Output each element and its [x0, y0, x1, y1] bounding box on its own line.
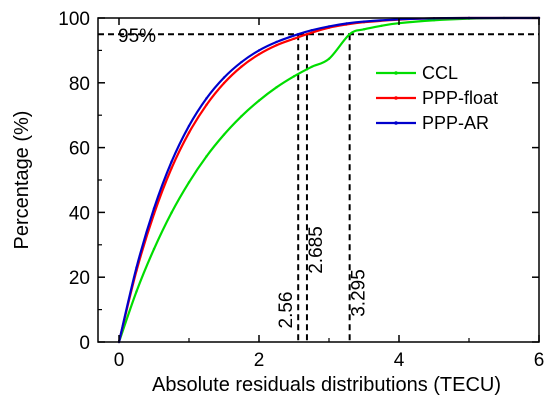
point-ppp-float-3: [170, 167, 173, 170]
point-ccl-10: [292, 75, 296, 78]
annotations-layer: 95% 2.56 2.685 3.295: [98, 26, 539, 342]
y-axis-title: Percentage (%): [11, 111, 33, 250]
point-ppp-ar-9: [275, 40, 278, 44]
point-ccl-4: [187, 181, 191, 184]
point-ccl-8: [257, 99, 261, 102]
y-tick-label-4: 80: [69, 74, 90, 95]
point-ppp-ar-1: [135, 266, 138, 269]
y-tick-label-0: 0: [79, 333, 90, 354]
x-tick-label-2: 4: [394, 350, 405, 371]
y-tick-label-1: 20: [69, 268, 90, 289]
x-tick-label-3: 6: [534, 350, 545, 371]
point-ppp-ar-4: [187, 124, 191, 128]
point-ppp-float-4: [187, 131, 191, 134]
legend-marker-ppp-ar: [394, 121, 398, 125]
point-ppp-float-9: [275, 44, 278, 47]
threshold-label: 95%: [118, 26, 156, 47]
point-ppp-float-7: [240, 65, 243, 68]
point-ppp-ar-7: [240, 60, 243, 64]
point-ppp-ar-12: [327, 25, 331, 28]
point-ppp-ar-8: [257, 49, 261, 52]
point-ccl-5: [205, 155, 208, 158]
y-tick-label-3: 60: [69, 139, 90, 160]
point-ppp-float-6: [222, 81, 226, 85]
point-ccl-17: [432, 19, 436, 22]
x-axis-title: Absolute residuals distributions (TECU): [152, 374, 501, 396]
point-ccl-6: [222, 133, 226, 136]
point-ccl-1: [135, 290, 138, 293]
legend-label-ppp-float: PPP-float: [422, 88, 498, 108]
point-ppp-float-8: [257, 53, 261, 56]
point-ccl-15: [380, 24, 383, 27]
point-ccl-3: [170, 211, 173, 214]
vline-label-0: 2.56: [276, 292, 297, 329]
point-ccl-14: [362, 28, 366, 31]
point-ppp-float-11: [305, 33, 309, 36]
point-ppp-ar-6: [222, 76, 226, 79]
y-tick-label-2: 40: [69, 203, 90, 224]
series-line-ppp-float: [117, 16, 540, 343]
point-ppp-ar-14: [362, 20, 366, 23]
point-ppp-float-10: [292, 37, 296, 40]
y-tick-label-5: 100: [58, 9, 90, 30]
point-ppp-ar-11: [310, 29, 313, 32]
point-ccl-2: [152, 247, 156, 251]
series-layer: [117, 16, 541, 344]
legend-label-ppp-ar: PPP-AR: [422, 113, 489, 133]
vline-label-1: 2.685: [306, 226, 327, 274]
point-ccl-11: [310, 65, 313, 69]
point-ccl-12: [327, 57, 331, 61]
point-ppp-ar-10: [297, 33, 300, 36]
vline-label-2: 3.295: [349, 269, 370, 317]
point-ppp-float-5: [205, 103, 208, 107]
series-line-ppp-ar: [117, 16, 540, 343]
legend-label-ccl: CCL: [422, 63, 458, 83]
point-ppp-ar-5: [205, 97, 208, 100]
point-ccl-7: [240, 114, 243, 118]
legend-marker-ccl: [394, 71, 398, 75]
x-tick-label-0: 0: [114, 350, 125, 371]
x-tick-label-1: 2: [254, 350, 265, 371]
point-ccl-9: [275, 86, 278, 89]
legend-marker-ppp-float: [394, 96, 398, 100]
point-ppp-ar-3: [170, 160, 173, 164]
series-line-ccl: [117, 16, 540, 343]
point-ppp-ar-13: [345, 22, 348, 25]
legend: CCL PPP-float PPP-AR: [376, 63, 498, 133]
ticks-layer: [98, 17, 540, 343]
point-ppp-ar-2: [152, 207, 156, 210]
point-ccl-13: [348, 33, 351, 36]
